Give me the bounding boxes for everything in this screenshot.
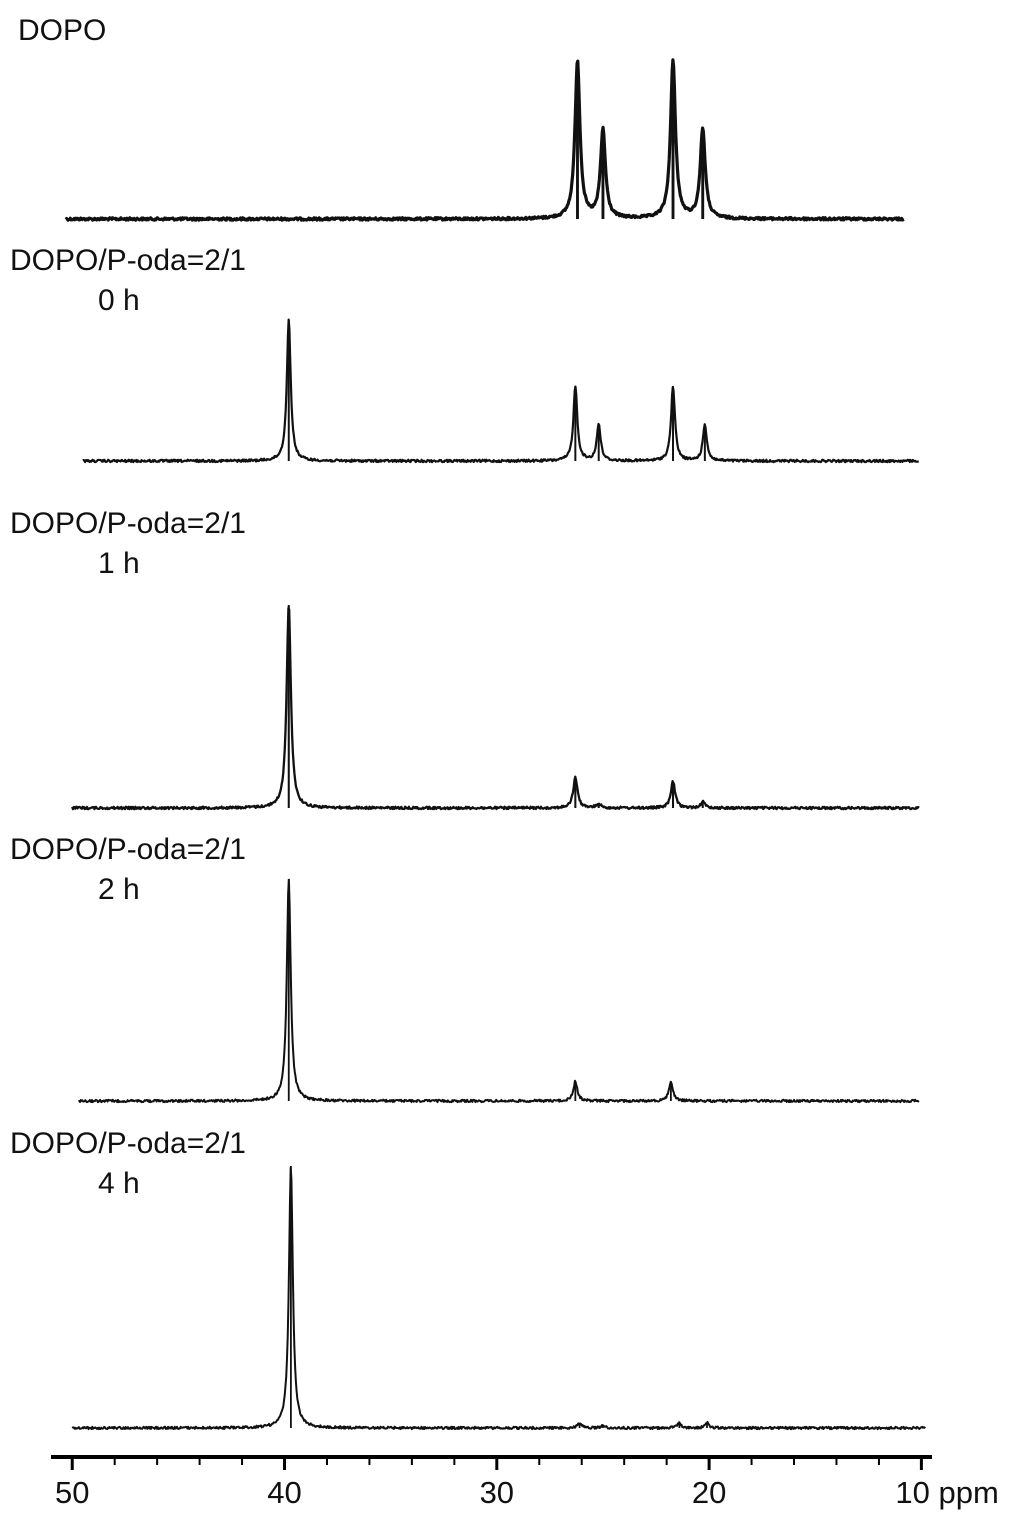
spectrum-trace <box>82 318 920 464</box>
spectrum-label-sample: DOPO <box>18 14 107 47</box>
x-tick-label: 40 <box>267 1475 301 1510</box>
x-tick-label: 10 ppm <box>895 1475 998 1510</box>
x-tick-label: 50 <box>55 1475 89 1510</box>
spectrum-label-sample: DOPO/P-oda=2/1 <box>10 244 246 277</box>
spectrum-5 <box>71 1166 926 1431</box>
spectrum-label-time: 1 h <box>98 547 140 580</box>
spectrum-trace <box>77 878 920 1104</box>
spectrum-label-sample: DOPO/P-oda=2/1 <box>10 1127 246 1160</box>
spectrum-trace <box>64 58 905 222</box>
spectrum-label-sample: DOPO/P-oda=2/1 <box>10 507 246 540</box>
spectrum-label-sample: DOPO/P-oda=2/1 <box>10 833 246 866</box>
spectrum-3 <box>71 605 920 811</box>
spectrum-4 <box>77 878 920 1104</box>
spectrum-trace <box>71 1166 926 1431</box>
spectrum-label-time: 0 h <box>98 284 140 317</box>
spectrum-2 <box>82 318 920 464</box>
spectrum-label-time: 2 h <box>98 873 140 906</box>
spectrum-trace <box>71 606 920 811</box>
spectrum-label-time: 4 h <box>98 1167 140 1200</box>
spectrum-1 <box>64 58 905 222</box>
x-tick-label: 20 <box>692 1475 726 1510</box>
x-axis: 50 40 30 20 10 ppm <box>51 1455 999 1510</box>
x-tick-label: 30 <box>480 1475 514 1510</box>
